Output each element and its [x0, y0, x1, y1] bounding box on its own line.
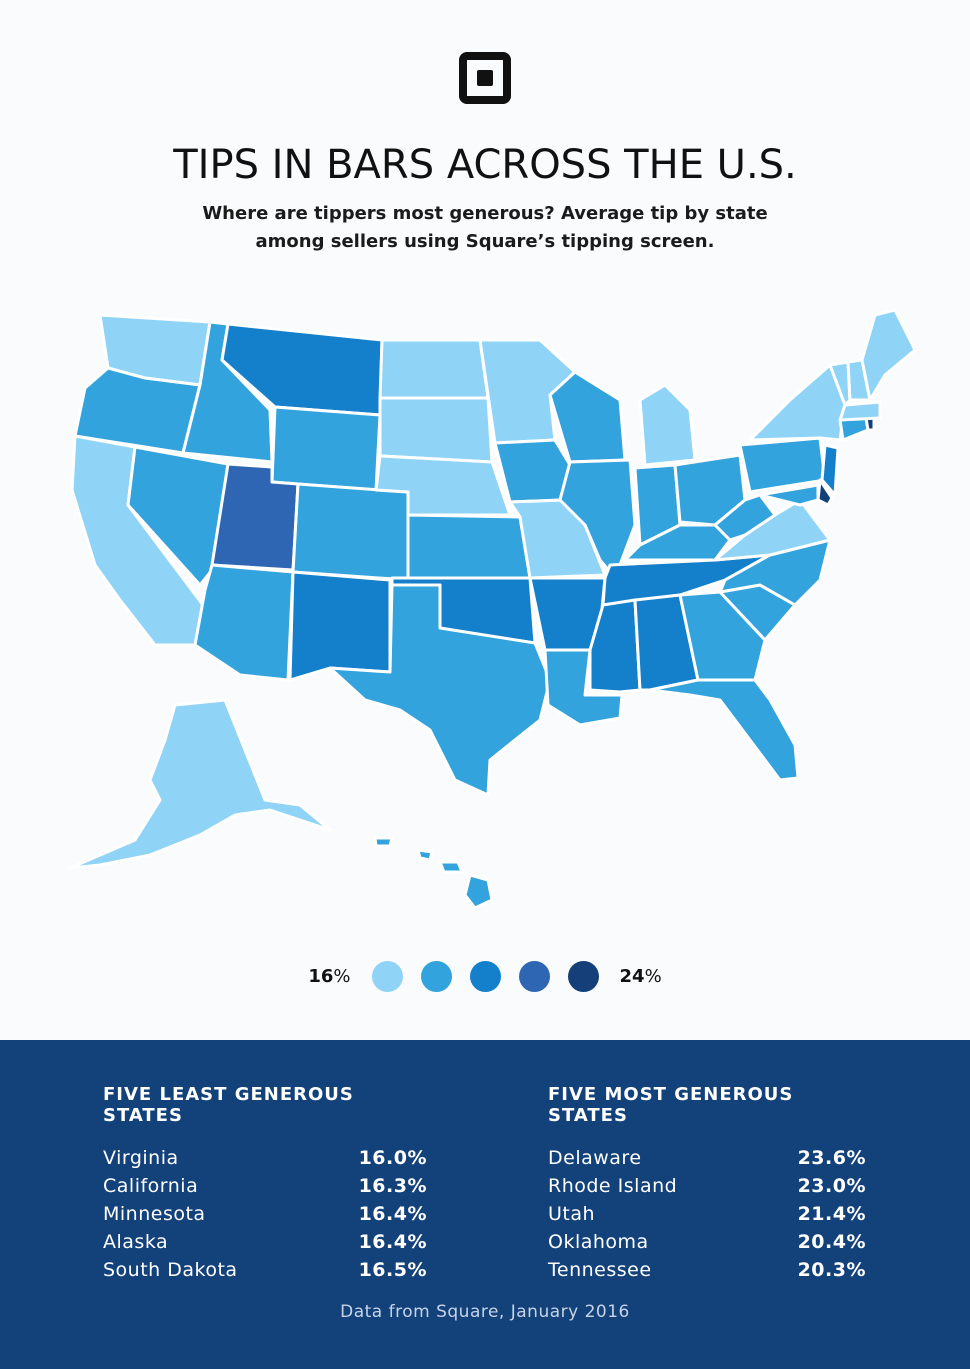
list-item: Virginia 16.0% [103, 1144, 427, 1172]
state-name: Virginia [103, 1144, 179, 1172]
legend-swatch-1 [372, 961, 403, 992]
least-generous-heading: FIVE LEAST GENEROUS STATES [103, 1084, 427, 1126]
state-value: 23.0% [798, 1172, 866, 1200]
least-generous-list: FIVE LEAST GENEROUS STATES Virginia 16.0%… [103, 1084, 427, 1284]
state-name: Delaware [548, 1144, 642, 1172]
list-item: South Dakota 16.5% [103, 1256, 427, 1284]
state-name: South Dakota [103, 1256, 238, 1284]
legend-high-label: 24% [620, 966, 662, 987]
list-item: Oklahoma 20.4% [548, 1228, 866, 1256]
state-name: Minnesota [103, 1200, 206, 1228]
rankings-panel: FIVE LEAST GENEROUS STATES Virginia 16.0%… [0, 1040, 970, 1369]
state-name: Alaska [103, 1228, 168, 1256]
state-value: 16.4% [359, 1200, 427, 1228]
state-name: Utah [548, 1200, 595, 1228]
state-name: Tennessee [548, 1256, 652, 1284]
list-item: Minnesota 16.4% [103, 1200, 427, 1228]
state-value: 20.4% [798, 1228, 866, 1256]
page-title: TIPS IN BARS ACROSS THE U.S. [0, 142, 970, 188]
list-item: California 16.3% [103, 1172, 427, 1200]
state-colorado [293, 484, 408, 580]
data-source-note: Data from Square, January 2016 [0, 1302, 970, 1322]
page-subtitle: Where are tippers most generous? Average… [0, 200, 970, 256]
us-choropleth-map [0, 290, 970, 930]
square-logo-inner [477, 70, 493, 86]
state-value: 16.5% [359, 1256, 427, 1284]
state-wyoming [272, 407, 380, 490]
state-value: 16.4% [359, 1228, 427, 1256]
legend-high-value: 24 [620, 966, 645, 987]
legend-low-value: 16 [308, 966, 333, 987]
legend-swatch-3 [470, 961, 501, 992]
state-hawaii [375, 838, 492, 908]
state-value: 16.0% [359, 1144, 427, 1172]
legend-low-label: 16% [308, 966, 350, 987]
legend-swatch-4 [519, 961, 550, 992]
subtitle-line-2: among sellers using Square’s tipping scr… [0, 228, 970, 256]
list-item: Utah 21.4% [548, 1200, 866, 1228]
state-florida [650, 680, 798, 780]
state-name: Rhode Island [548, 1172, 677, 1200]
list-item: Delaware 23.6% [548, 1144, 866, 1172]
subtitle-line-1: Where are tippers most generous? Average… [0, 200, 970, 228]
map-svg [0, 290, 970, 930]
state-value: 20.3% [798, 1256, 866, 1284]
state-connecticut [840, 418, 868, 440]
legend-swatch-5 [568, 961, 599, 992]
most-generous-heading: FIVE MOST GENEROUS STATES [548, 1084, 866, 1126]
state-value: 23.6% [798, 1144, 866, 1172]
state-new-york [750, 365, 845, 440]
square-logo-icon [459, 52, 511, 104]
state-kansas [408, 515, 530, 578]
legend-swatch-2 [421, 961, 452, 992]
state-value: 16.3% [359, 1172, 427, 1200]
list-item: Tennessee 20.3% [548, 1256, 866, 1284]
legend-low-unit: % [333, 966, 350, 987]
legend: 16% 24% [0, 958, 970, 994]
state-michigan [640, 385, 695, 465]
state-alaska [70, 700, 330, 868]
state-pennsylvania [740, 438, 825, 492]
state-name: California [103, 1172, 198, 1200]
state-maine [862, 310, 915, 400]
state-new-mexico [290, 572, 390, 680]
state-south-dakota [380, 398, 492, 462]
legend-high-unit: % [645, 966, 662, 987]
state-iowa [495, 440, 570, 502]
list-item: Rhode Island 23.0% [548, 1172, 866, 1200]
state-value: 21.4% [798, 1200, 866, 1228]
state-arizona [195, 565, 293, 680]
most-generous-list: FIVE MOST GENEROUS STATES Delaware23.6% … [548, 1084, 866, 1284]
state-name: Oklahoma [548, 1228, 649, 1256]
state-north-dakota [380, 340, 488, 398]
list-item: Alaska 16.4% [103, 1228, 427, 1256]
